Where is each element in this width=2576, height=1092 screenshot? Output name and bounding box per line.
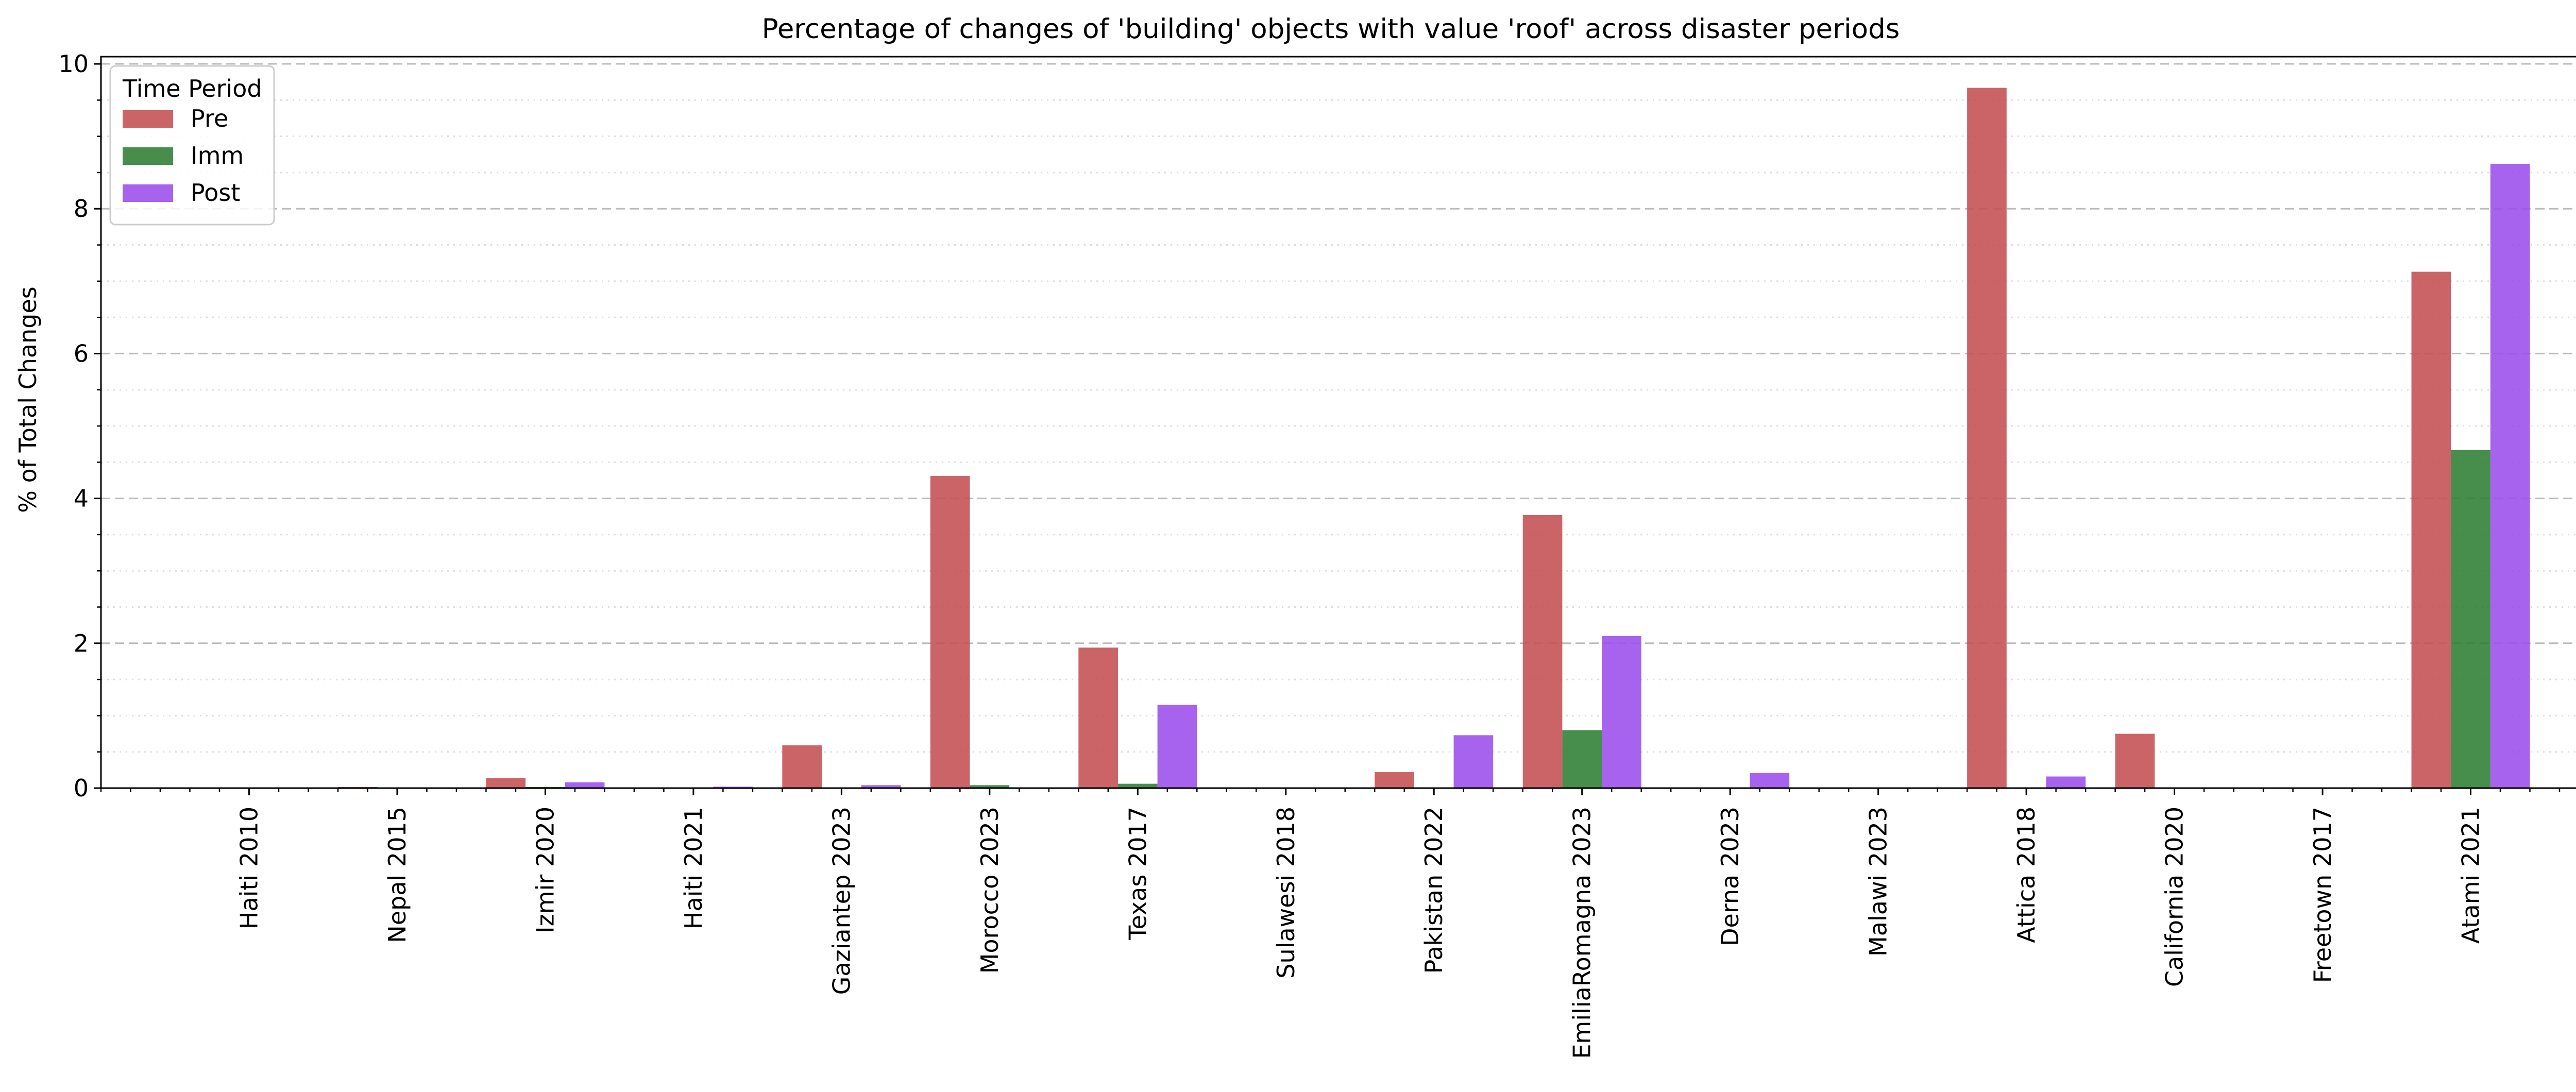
plot-frame (100, 56, 2576, 789)
legend-title: Time Period (122, 75, 262, 103)
x-tick-label: Texas 2017 (1124, 807, 1151, 941)
bar-post-10 (1750, 773, 1790, 788)
bar-post-4 (861, 785, 901, 788)
x-tick-label: Morocco 2023 (976, 807, 1004, 974)
x-tick-label: Nepal 2015 (383, 807, 411, 943)
bar-pre-2 (486, 778, 526, 788)
bars (337, 88, 2530, 788)
y-tick-label: 4 (74, 485, 89, 513)
bar-pre-9 (1522, 515, 1563, 788)
x-tick-label: Izmir 2020 (531, 807, 559, 933)
x-tick-label: Gaziantep 2023 (827, 807, 855, 995)
y-tick-label: 6 (74, 339, 89, 367)
legend-swatch-post (123, 184, 173, 202)
legend-swatch-pre (123, 110, 173, 128)
x-tick-label: Atami 2021 (2457, 807, 2485, 944)
bar-post-9 (1602, 636, 1641, 788)
bar-pre-12 (1967, 88, 2007, 788)
x-tick-label: Attica 2018 (2012, 807, 2040, 943)
bar-pre-5 (930, 476, 970, 788)
bar-pre-4 (782, 745, 822, 788)
legend-swatch-imm (123, 147, 173, 165)
y-tick-label: 2 (74, 629, 89, 657)
axes: 0 2 4 6 8 10 Haiti 2010 Nepal 2015 Izmir 2020 Hai… (58, 50, 2576, 1059)
x-tick-label: Haiti 2010 (235, 807, 263, 929)
gridlines (101, 63, 2576, 753)
legend-label-post: Post (191, 179, 240, 207)
bar-imm-15 (2451, 450, 2490, 788)
y-tick-label: 10 (58, 50, 89, 78)
x-tick-label: Pakistan 2022 (1420, 807, 1448, 974)
x-tick-label: Malawi 2023 (1865, 807, 1892, 957)
bar-post-6 (1157, 705, 1197, 788)
bar-post-8 (1453, 735, 1494, 788)
bar-pre-6 (1078, 647, 1118, 788)
bar-post-15 (2490, 164, 2530, 788)
x-tick-label: California 2020 (2161, 807, 2189, 987)
legend-label-pre: Pre (191, 105, 228, 132)
x-tick-label: Haiti 2021 (680, 807, 707, 929)
bar-imm-5 (970, 785, 1010, 788)
bar-post-12 (2046, 776, 2086, 788)
x-tick-label: Freetown 2017 (2309, 807, 2336, 983)
chart-title: Percentage of changes of 'building' obje… (762, 13, 1900, 45)
bar-pre-15 (2411, 271, 2451, 788)
y-tick-label: 8 (74, 195, 89, 223)
y-tick-label: 0 (74, 774, 89, 802)
bar-pre-13 (2115, 733, 2155, 788)
x-tick-label: EmiliaRomagna 2023 (1568, 807, 1596, 1059)
bar-imm-9 (1562, 730, 1602, 788)
bar-post-2 (565, 782, 605, 788)
legend-label-imm: Imm (191, 142, 244, 169)
x-tick-label: Sulawesi 2018 (1272, 807, 1300, 979)
bar-pre-8 (1375, 772, 1414, 788)
x-tick-label: Derna 2023 (1716, 807, 1744, 946)
bar-imm-6 (1117, 783, 1158, 788)
y-axis-label: % of Total Changes (14, 286, 42, 513)
